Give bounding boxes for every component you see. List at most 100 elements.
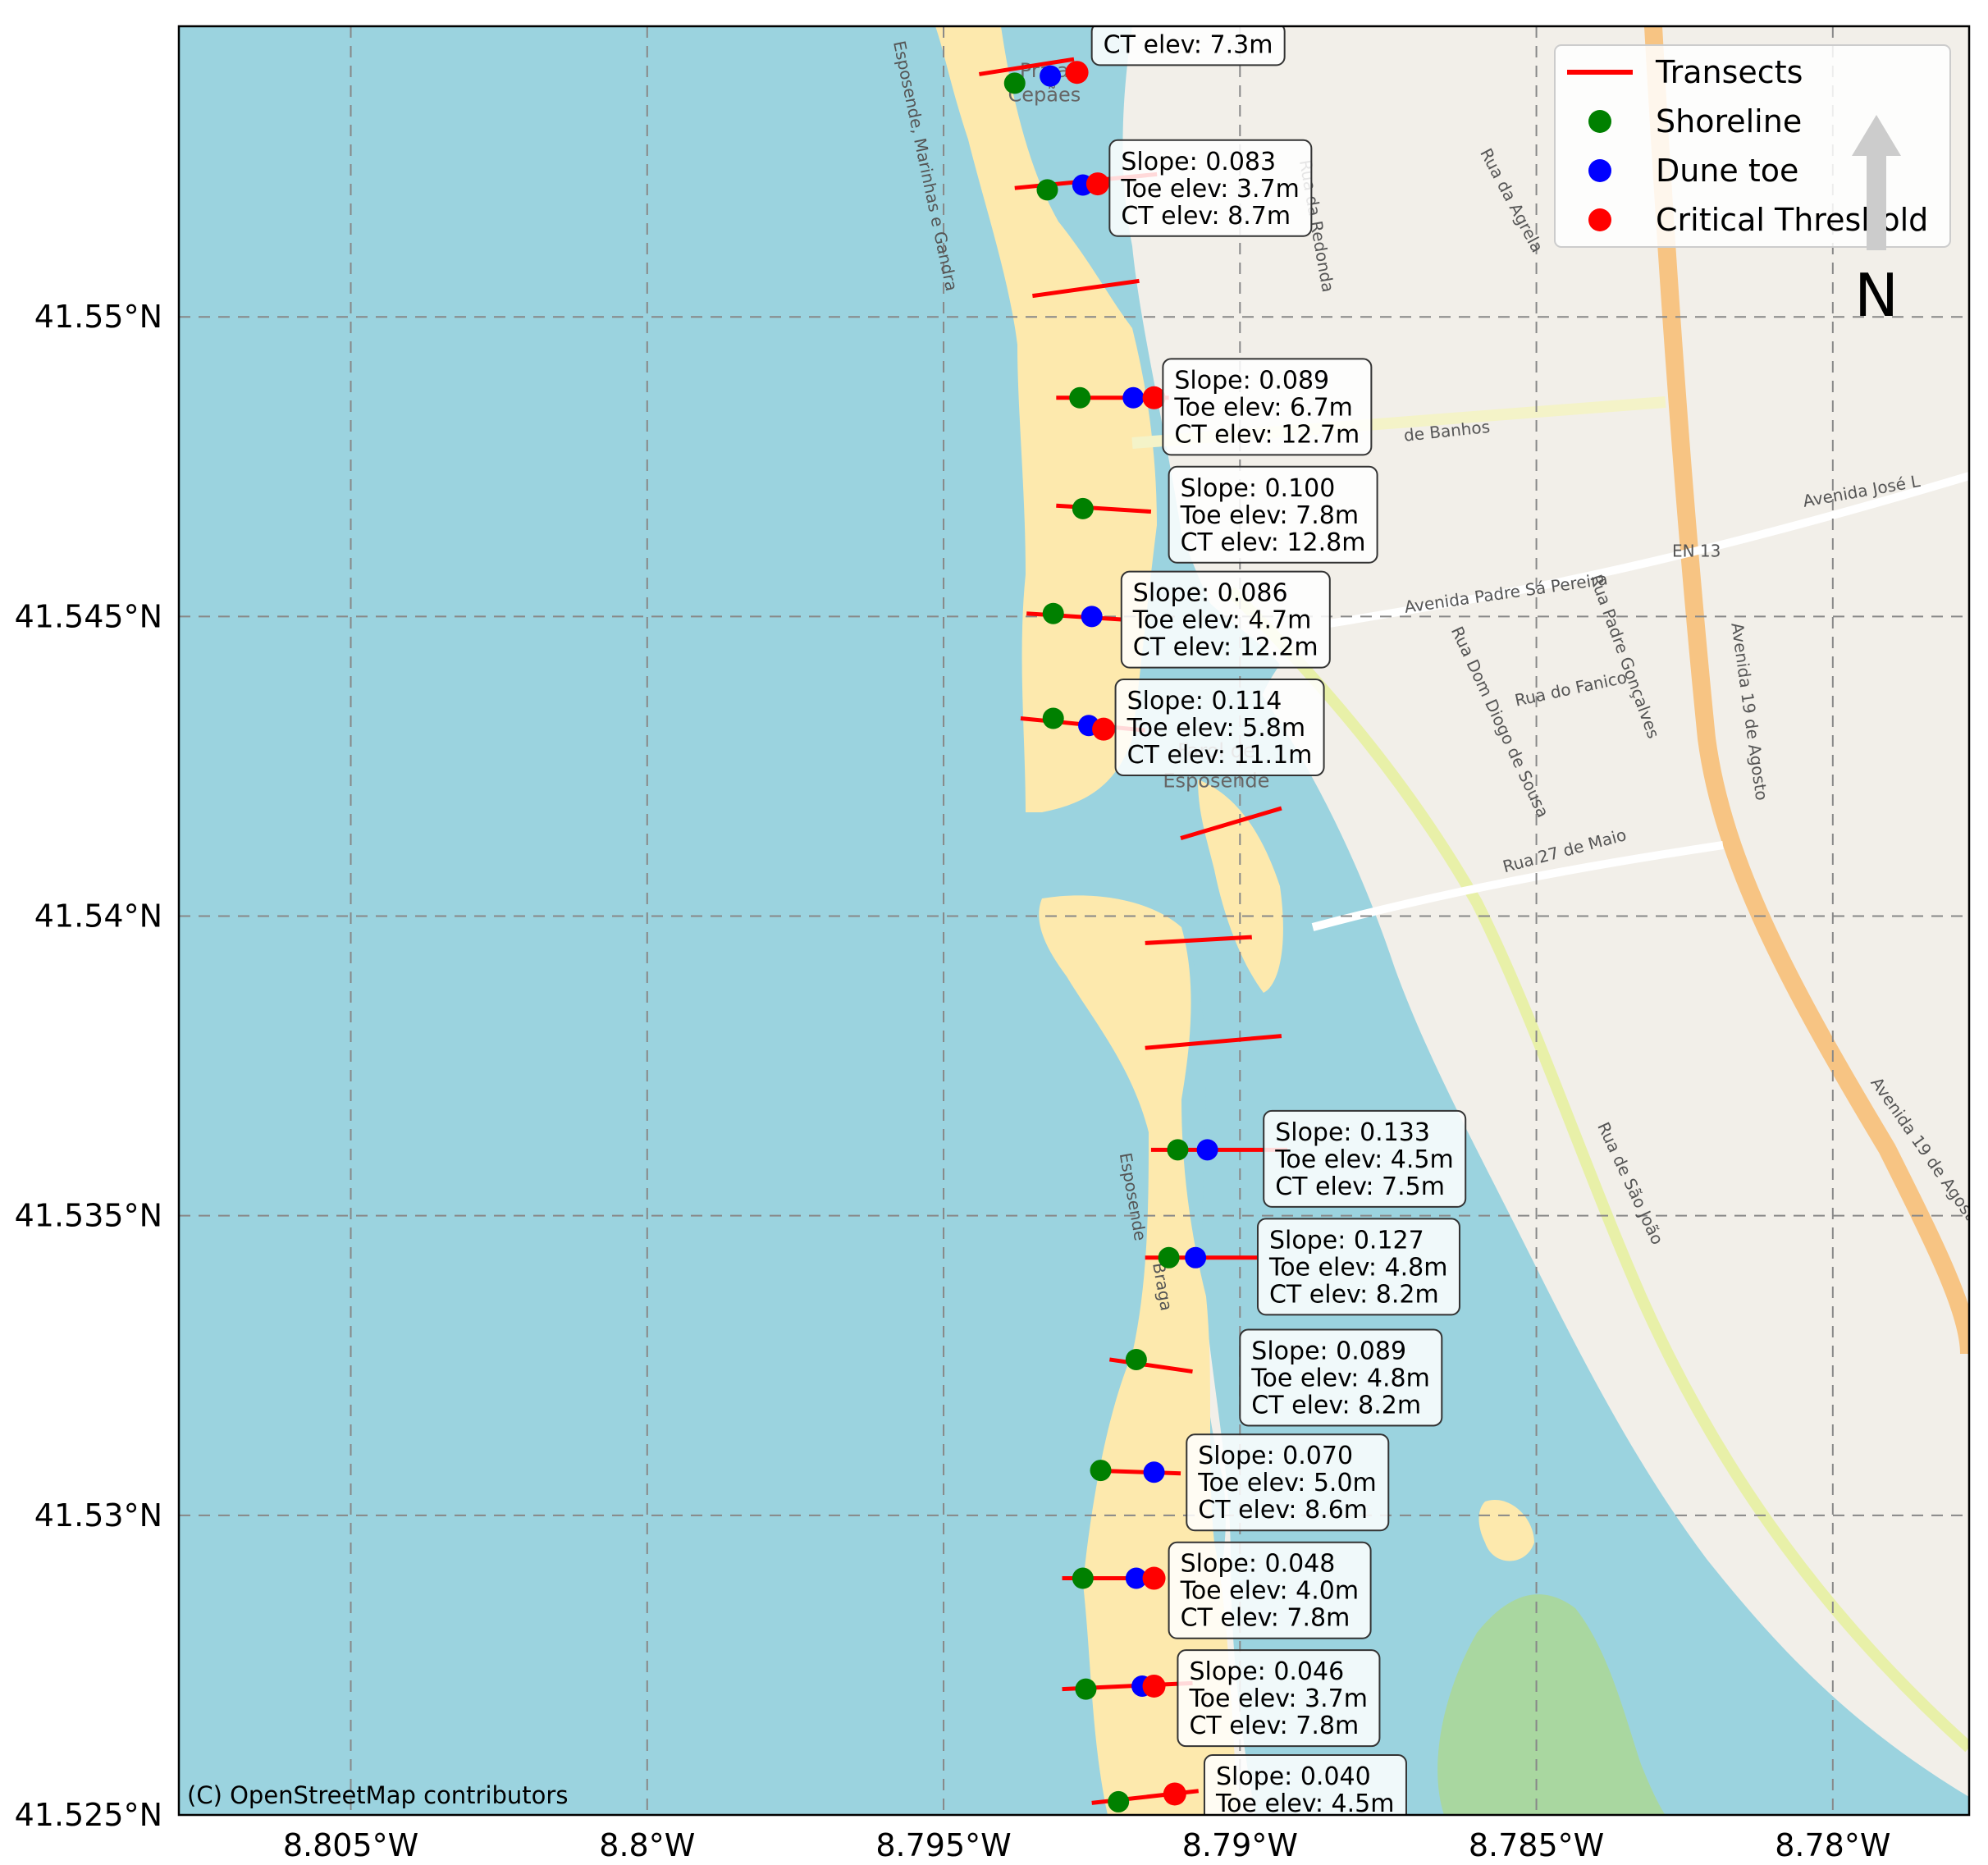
transect-line: [1145, 1034, 1282, 1050]
x-axis-tick-labels: 8.805°W 8.8°W 8.795°W 8.79°W 8.785°W 8.78°W: [283, 1827, 1891, 1863]
x-tick-label: 8.795°W: [875, 1827, 1011, 1863]
critical-threshold-point: [1092, 717, 1116, 741]
legend-box: [1554, 44, 1951, 248]
annotation-line: Toe elev: 4.7m: [1132, 606, 1312, 635]
street-label: EN 13: [1672, 541, 1721, 560]
annotation-box: [1090, 26, 1286, 66]
annotation-line: CT elev: 12.2m: [1133, 633, 1318, 662]
annotation-line: Toe elev: 4.0m: [1180, 1577, 1360, 1606]
critical-threshold-point: [1163, 1782, 1186, 1806]
annotation-line: Slope: 0.048: [1181, 1550, 1336, 1579]
y-tick-label: 41.54°N: [34, 898, 162, 935]
annotation-line: CT elev: 12.8m: [1181, 528, 1366, 557]
shoreline-point: [1003, 72, 1026, 94]
annotation-line: Slope: 0.046: [1189, 1657, 1344, 1686]
dune-toe-point: [1040, 65, 1062, 87]
annotation-line: Toe elev: 7.8m: [1180, 501, 1360, 530]
annotation-line: Toe elev: 5.8m: [1127, 714, 1306, 743]
north-arrow-label: N: [1854, 261, 1899, 330]
dune-toe-point: [1196, 1139, 1218, 1161]
annotation-line: Toe elev: 4.8m: [1268, 1253, 1448, 1282]
critical-threshold-point: [1142, 1566, 1166, 1590]
annotation-line: Toe elev: 5.0m: [1197, 1469, 1377, 1497]
transect-line: [1056, 503, 1152, 514]
annotation-box: [1108, 139, 1313, 237]
annotation-line: Slope: 0.089: [1251, 1337, 1406, 1365]
x-tick-label: 8.79°W: [1182, 1827, 1298, 1863]
critical-threshold-point: [1142, 386, 1166, 409]
y-tick-label: 41.525°N: [15, 1797, 162, 1833]
annotation-line: CT elev: 8.2m: [1251, 1391, 1421, 1419]
annotation-box: [1256, 1218, 1460, 1316]
legend-dune-toe-label: Dune toe: [1656, 153, 1798, 189]
annotation-line: CT elev: 8.2m: [1269, 1280, 1439, 1309]
annotation-box: [1168, 1541, 1372, 1639]
secondary-road: [1311, 841, 1724, 931]
plot-frame: [177, 25, 1971, 1817]
shoreline-point: [1125, 1348, 1147, 1370]
transect-line: [979, 57, 1075, 76]
legend-shoreline-label: Shoreline: [1656, 103, 1802, 139]
annotation-line: Slope: 0.100: [1181, 474, 1336, 503]
points-layer: [1003, 61, 1218, 1812]
annotation-line: Toe elev: 3.7m: [1188, 1684, 1368, 1713]
annotation-line: Slope: 0.083: [1121, 148, 1276, 176]
shoreline-point: [1069, 386, 1091, 409]
dune-toe-point: [1125, 1567, 1147, 1589]
annotation-line: CT elev: 7.8m: [1189, 1712, 1359, 1740]
x-tick-label: 8.8°W: [599, 1827, 695, 1863]
y-tick-label: 41.55°N: [34, 299, 162, 335]
annotation-line: CT elev: 8.7m: [1121, 202, 1291, 231]
transect-line: [1180, 806, 1282, 840]
y-tick-label: 41.535°N: [15, 1198, 162, 1234]
shoreline-point: [1042, 602, 1064, 624]
shoreline-point: [1167, 1139, 1189, 1161]
y-tick-label: 41.53°N: [34, 1497, 162, 1534]
shoreline-point: [1042, 707, 1064, 729]
annotation-line: CT elev: 7.5m: [1275, 1172, 1445, 1201]
annotation-line: Slope: 0.089: [1174, 366, 1329, 395]
transect-annotation: CT elev: 7.3m: [1090, 26, 1286, 66]
shoreline-point: [1158, 1246, 1180, 1268]
grid-lines: [179, 26, 1969, 1815]
annotation-line: CT elev: 11.1m: [1127, 741, 1313, 770]
coastal-road: [1227, 587, 1969, 1753]
x-tick-label: 8.785°W: [1469, 1827, 1604, 1863]
annotation-line: Toe elev: 3.7m: [1120, 175, 1300, 203]
critical-threshold-point: [1142, 1674, 1166, 1698]
shoreline-point: [1036, 179, 1058, 201]
north-arrow-icon: N: [1852, 115, 1901, 330]
legend-transects-label: Transects: [1655, 54, 1803, 90]
dune-toe-point: [1143, 1461, 1165, 1483]
annotation-box: [1114, 679, 1325, 777]
legend-critical-marker: [1588, 208, 1611, 231]
legend-shoreline-marker: [1588, 110, 1611, 133]
y-tick-label: 41.545°N: [15, 598, 162, 634]
annotation-box: [1239, 1328, 1443, 1427]
annotation-line: Toe elev: 4.8m: [1250, 1364, 1430, 1392]
critical-threshold-point: [1085, 172, 1109, 196]
shoreline-point: [1108, 1790, 1130, 1812]
annotation-box: [1120, 570, 1331, 669]
annotation-line: Toe elev: 4.5m: [1274, 1145, 1454, 1174]
annotation-line: Slope: 0.127: [1269, 1226, 1424, 1255]
annotation-box: [1162, 358, 1373, 456]
transect-line: [1108, 1357, 1193, 1374]
y-axis-tick-labels: 41.525°N 41.53°N 41.535°N 41.54°N 41.545°N 41…: [15, 299, 162, 1833]
shoreline-point: [1090, 1460, 1112, 1482]
transect-line: [1032, 278, 1140, 299]
attribution-text: (C) OpenStreetMap contributors: [187, 1781, 568, 1809]
annotation-line: Slope: 0.040: [1216, 1762, 1371, 1791]
annotation-box: [1177, 1649, 1381, 1748]
annotation-line: Toe elev: 4.5m: [1215, 1790, 1395, 1818]
